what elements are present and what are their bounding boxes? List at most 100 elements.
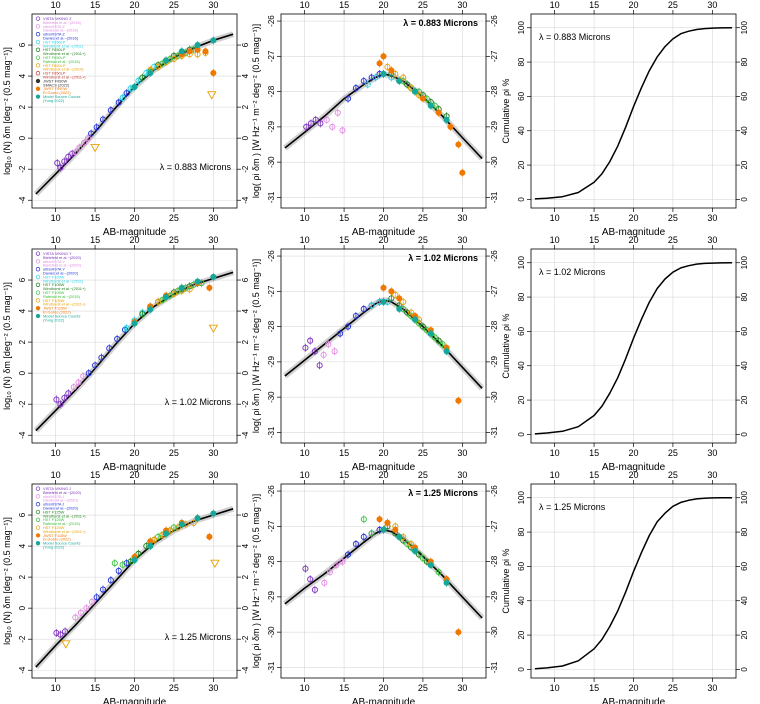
legend-entry: HST F850LP	[43, 63, 66, 68]
data-point-model-counts	[396, 77, 403, 85]
y-tick-label-right: 40	[740, 361, 749, 370]
y-tick-label-right: 0	[740, 432, 749, 437]
data-point-vista	[316, 362, 323, 369]
y-tick-label-right: -31	[490, 661, 499, 673]
y-tick-label: 6	[18, 277, 27, 282]
y-tick-label: -29	[267, 121, 276, 133]
x-tick-label: 25	[169, 213, 179, 223]
data-point-windhorst	[139, 74, 146, 81]
data-point-model-counts	[131, 556, 138, 564]
legend-entry: HST F105W	[43, 274, 65, 279]
y-tick-label-right: 0	[740, 197, 749, 202]
x-tick-label-top: 30	[707, 0, 717, 10]
y-axis-label: Cumulative ρi %	[501, 548, 511, 613]
y-tick-label: 0	[517, 432, 526, 437]
data-point-windhorst	[419, 323, 426, 330]
data-point-vista	[69, 150, 76, 157]
legend-entry: JWST F115W	[43, 533, 67, 538]
data-point-hst-cyan	[123, 325, 130, 332]
data-point-jwst	[455, 629, 462, 636]
y-tick-label-right: -30	[490, 156, 499, 168]
x-tick-label-top: 10	[51, 235, 61, 245]
row-2: 10 10 15 15 20 20 25 25 30 30 -4 -4 -2 -2 0 0 2 2 4 4 6 6 AB-m…	[2, 235, 749, 473]
legend-entry: JWST F115W	[43, 306, 67, 311]
data-point-vista	[62, 628, 69, 635]
legend-entry: Windhorst et al.~(2011+)	[43, 51, 86, 56]
y-tick-label: 60	[517, 561, 526, 570]
y-tick-label-right: -30	[490, 626, 499, 638]
data-point-bielefeld	[326, 569, 333, 576]
x-tick-label: 15	[589, 213, 599, 223]
legend-marker	[35, 251, 41, 256]
legend-entry: HST F850LP	[43, 47, 66, 52]
y-tick-label-right: 80	[740, 527, 749, 536]
data-point-ultravista	[107, 107, 114, 114]
y-tick-label: -30	[267, 391, 276, 403]
data-point-jwst	[202, 48, 209, 55]
data-point-hst-orange	[400, 74, 407, 81]
legend-entry: ultraVISTA Z	[43, 32, 65, 37]
x-tick-label: 10	[51, 448, 61, 458]
data-point-jwst	[380, 53, 387, 60]
y-tick-label-right: 100	[740, 256, 749, 270]
data-point-model-counts	[194, 278, 201, 285]
x-tick-label-top: 30	[208, 235, 218, 245]
x-tick-label: 25	[169, 448, 179, 458]
y-tick-label: -28	[267, 85, 276, 97]
legend-entry: Windhorst et al.~(2011)	[43, 278, 84, 283]
cumulative-panel: 10 10 15 15 20 20 25 25 30 30 0 0 20 20 40 40 60 60 80 80 10…	[501, 0, 749, 238]
y-tick-label: -30	[267, 156, 276, 168]
legend-marker	[35, 86, 41, 91]
row-1: 10 10 15 15 20 20 25 25 30 30 -4 -4 -2 -2 0 0 2 2 4 4 6 6 AB-m…	[2, 0, 749, 238]
x-axis-label: AB-magnitude	[602, 227, 666, 238]
y-tick-label-right: -27	[490, 520, 499, 532]
y-tick-label: -31	[267, 661, 276, 673]
x-tick-label: 10	[300, 213, 310, 223]
y-tick-label: -2	[18, 400, 27, 408]
x-tick-label-top: 15	[90, 235, 100, 245]
y-axis-label: log₁₀ (N) δm [deg⁻² (0.5 mag⁻¹)]	[2, 517, 12, 645]
x-tick-label-top: 20	[628, 470, 638, 480]
legend-entry: HST F105W	[43, 290, 65, 295]
data-point-vista	[307, 120, 315, 127]
x-tick-label-top: 15	[339, 470, 349, 480]
y-tick-label: -2	[18, 165, 27, 173]
x-tick-label-top: 15	[90, 470, 100, 480]
y-tick-label-right: -29	[490, 356, 499, 368]
y-tick-label: 2	[18, 574, 27, 579]
legend-entry: Windhorst et al.~(2011+)	[43, 75, 86, 80]
galaxy-counts-panel: 10 10 15 15 20 20 25 25 30 30 -4 -4 -2 -2 0 0 2 2 4 4 6 6 AB-m…	[2, 235, 250, 473]
data-point-vista	[61, 158, 68, 165]
legend-marker	[35, 533, 41, 538]
x-tick-label: 20	[129, 448, 139, 458]
data-point-jwst	[392, 526, 399, 533]
data-point-hst-orange	[392, 291, 399, 298]
data-point-ultravista	[107, 577, 114, 584]
data-point-jwst	[419, 95, 426, 102]
legend-entry: Davies et al.~(2020)	[43, 271, 79, 276]
legend-marker	[35, 541, 41, 546]
data-point-hst-green	[419, 555, 426, 562]
data-point-model-counts	[443, 116, 450, 123]
x-tick-label-top: 25	[418, 235, 428, 245]
legend-entry: JWST F090W	[43, 78, 67, 83]
data-point-hst-orange	[170, 55, 177, 63]
legend-entry: Windhorst et al.~(2011+)	[43, 302, 86, 307]
y-tick-label-right: 2	[241, 339, 250, 344]
legend-entry: Windhorst et al.~(2019)	[43, 67, 84, 72]
x-tick-label: 30	[457, 213, 467, 223]
y-tick-label: -29	[267, 356, 276, 368]
data-point-model-counts	[147, 306, 154, 313]
x-tick-label-top: 25	[668, 470, 678, 480]
data-point-ultravista	[92, 362, 99, 369]
y-tick-label-right: 4	[241, 73, 250, 78]
y-tick-label: 100	[517, 21, 526, 35]
data-point-model-counts	[162, 530, 170, 537]
data-point-model-counts	[178, 521, 185, 528]
x-tick-label: 25	[169, 683, 179, 693]
legend-marker	[35, 502, 41, 507]
y-tick-label: -4	[18, 666, 27, 674]
data-point-bielefeld	[88, 598, 95, 606]
data-point-bielefeld	[83, 605, 90, 612]
legend-entry: VISTA VIKING Z	[43, 16, 72, 21]
